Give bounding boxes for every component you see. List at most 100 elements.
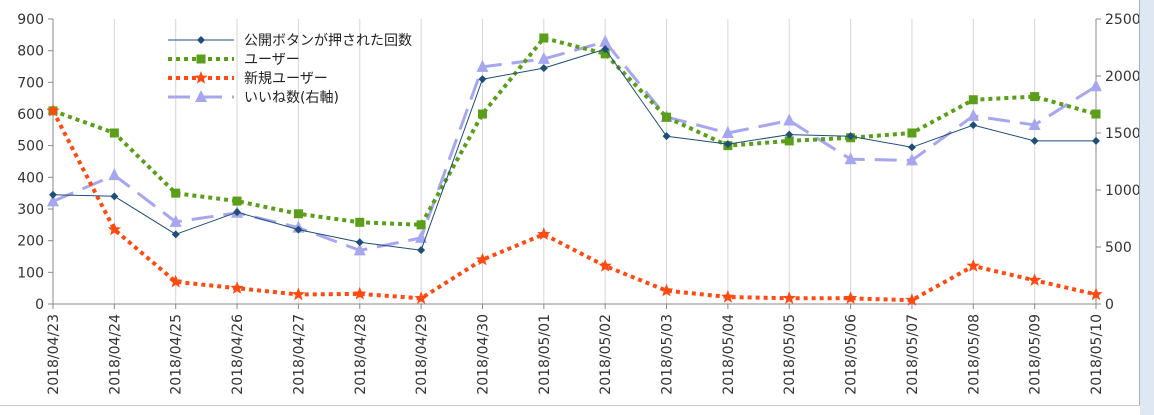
data-point — [475, 252, 490, 266]
data-point — [537, 227, 551, 240]
series-1 — [48, 33, 1101, 230]
data-point — [967, 108, 980, 121]
legend-entry: いいね数(右軸) — [244, 90, 339, 106]
series-layer — [46, 33, 1103, 306]
data-point — [353, 286, 367, 300]
data-point — [47, 194, 59, 207]
data-point — [294, 225, 303, 234]
series-line — [51, 109, 1097, 303]
data-point — [598, 259, 612, 272]
data-point — [171, 188, 181, 198]
data-point — [968, 95, 978, 105]
data-point — [1030, 92, 1040, 102]
x-tick-label: 2018/05/08 — [966, 314, 982, 395]
data-point — [414, 291, 428, 304]
line-chart: 0 100 200 300 400 500 600 700 800 900 0 500 1000 150… — [17, 12, 1140, 395]
data-point — [782, 291, 796, 304]
data-point — [783, 113, 796, 126]
series-line — [52, 36, 1097, 227]
data-point — [353, 243, 366, 256]
axes — [48, 18, 1101, 309]
data-point — [969, 121, 978, 130]
x-tick-label: 2018/05/04 — [721, 314, 737, 395]
y-tick-label-left: 400 — [17, 170, 44, 186]
y-tick-label-right: 2500 — [1105, 12, 1140, 28]
x-tick-label: 2018/04/30 — [475, 314, 491, 395]
y-tick-label-left: 200 — [17, 234, 44, 250]
data-point — [846, 132, 855, 141]
y-tick-label-right: 1500 — [1105, 126, 1140, 142]
data-point — [907, 128, 917, 138]
data-point — [1091, 109, 1101, 119]
data-point — [355, 217, 365, 227]
x-tick-label: 2018/04/29 — [414, 314, 430, 395]
data-point — [907, 143, 916, 152]
window-bottom-edge — [0, 405, 1140, 415]
data-point — [197, 36, 205, 44]
data-point — [108, 168, 121, 181]
data-point — [1089, 287, 1103, 301]
y-tick-label-left: 300 — [17, 202, 44, 218]
x-tick-label: 2018/05/02 — [598, 314, 614, 395]
window-scrollbar-edge — [1139, 0, 1154, 415]
data-point — [659, 283, 674, 297]
data-point — [417, 246, 426, 255]
data-point — [293, 209, 303, 219]
data-point — [49, 190, 57, 199]
series-0 — [49, 45, 1100, 255]
data-point — [966, 259, 980, 272]
data-point — [662, 112, 672, 122]
x-tick-label: 2018/04/26 — [230, 314, 246, 395]
data-point — [477, 109, 487, 119]
x-tick-label: 2018/05/03 — [660, 314, 676, 395]
series-3 — [47, 34, 1102, 256]
data-point — [1092, 136, 1100, 145]
data-point — [110, 192, 119, 201]
x-tick-label: 2018/04/25 — [169, 314, 185, 395]
data-point — [415, 230, 428, 243]
y-tick-label-left: 700 — [17, 75, 44, 91]
y-tick-label-left: 500 — [17, 139, 44, 155]
x-tick-label: 2018/04/24 — [107, 314, 123, 395]
data-point — [355, 238, 364, 247]
x-tick-label: 2018/04/23 — [46, 314, 62, 395]
data-point — [230, 281, 244, 294]
data-point — [599, 34, 612, 47]
data-point — [194, 71, 208, 84]
data-point — [905, 293, 919, 306]
data-point — [232, 196, 242, 206]
y-tick-label-left: 600 — [17, 107, 44, 123]
y-tick-label-left: 900 — [17, 12, 44, 28]
data-point — [478, 75, 487, 84]
x-tick-label: 2018/04/28 — [353, 314, 369, 395]
series-2 — [46, 103, 1103, 306]
data-point — [721, 126, 734, 138]
y-tick-label-right: 1000 — [1105, 183, 1140, 199]
data-point — [476, 59, 489, 72]
legend-entry: 公開ボタンが押された回数 — [244, 33, 412, 49]
data-point — [539, 64, 548, 73]
y-axis-left-labels: 0 100 200 300 400 500 600 700 800 900 — [17, 12, 44, 313]
data-point — [1028, 273, 1042, 286]
y-tick-label-left: 800 — [17, 44, 44, 60]
y-tick-label-left: 0 — [35, 297, 44, 313]
data-point — [601, 45, 610, 54]
data-point — [721, 290, 735, 303]
data-point — [171, 230, 180, 239]
data-point — [291, 287, 306, 301]
data-point — [169, 274, 183, 288]
legend-entry: ユーザー — [244, 52, 300, 68]
legend-entry: 新規ユーザー — [244, 71, 328, 87]
x-tick-label: 2018/05/05 — [782, 314, 798, 395]
x-axis-labels: 2018/04/23 2018/04/24 2018/04/25 2018/04/26… — [46, 314, 1105, 395]
data-point — [109, 128, 119, 138]
data-point — [600, 49, 610, 59]
x-tick-label: 2018/05/09 — [1028, 314, 1044, 395]
data-point — [46, 103, 60, 117]
data-point — [784, 136, 794, 146]
data-point — [416, 220, 426, 230]
y-tick-label-right: 2000 — [1105, 69, 1140, 85]
data-point — [662, 132, 671, 141]
data-point — [169, 214, 182, 227]
data-point — [195, 90, 207, 102]
